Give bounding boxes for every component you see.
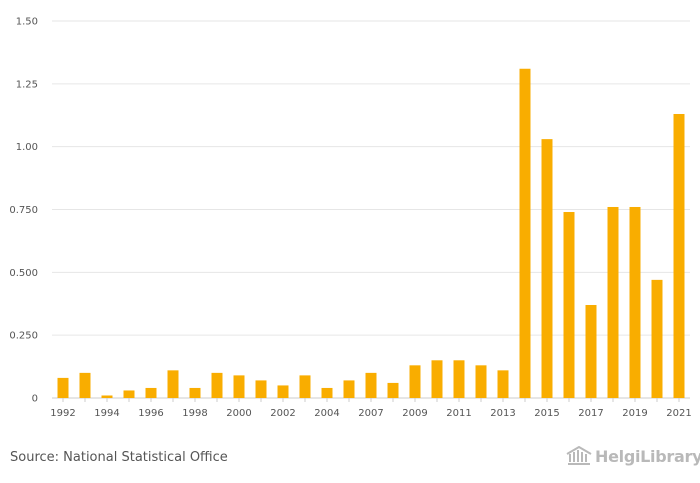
bar-2016[interactable] xyxy=(563,212,575,398)
bar-2013[interactable] xyxy=(497,370,509,398)
bar-2003[interactable] xyxy=(299,375,311,398)
bar-2021[interactable] xyxy=(673,113,685,398)
bar-2005[interactable] xyxy=(343,380,355,398)
y-tick-label: 0.750 xyxy=(9,205,38,216)
bar-2014[interactable] xyxy=(519,68,531,399)
bar-2007[interactable] xyxy=(365,372,377,398)
x-tick-label: 2019 xyxy=(622,408,647,419)
bar-1995[interactable] xyxy=(123,390,135,398)
x-tick-label: 2004 xyxy=(314,408,339,419)
bar-2000[interactable] xyxy=(233,375,245,398)
bar-2015[interactable] xyxy=(541,139,553,399)
y-tick-label: 1.00 xyxy=(16,142,38,153)
bar-1997[interactable] xyxy=(167,370,179,398)
bar-2012[interactable] xyxy=(475,365,487,398)
x-axis: 1992 1994 1996 1998 2000 2002 2004 2007 2009 2011… xyxy=(50,398,692,419)
bar-1996[interactable] xyxy=(145,387,157,398)
bar-1992[interactable] xyxy=(57,377,69,398)
source-note: Source: National Statistical Office xyxy=(10,450,228,465)
x-tick-label: 2002 xyxy=(270,408,295,419)
bar-2001[interactable] xyxy=(255,380,267,398)
bar-2011[interactable] xyxy=(453,360,465,398)
bar-1998[interactable] xyxy=(189,387,201,398)
x-tick-label: 2013 xyxy=(490,408,515,419)
gridlines xyxy=(52,20,690,399)
x-tick-label: 2017 xyxy=(578,408,603,419)
x-tick-label: 2015 xyxy=(534,408,559,419)
bar-2010[interactable] xyxy=(431,360,443,398)
x-tick-label: 1996 xyxy=(138,408,163,419)
bar-2019[interactable] xyxy=(629,206,641,398)
helgilibrary-logo[interactable]: HelgiLibrary. xyxy=(566,446,700,466)
x-tick-label: 1992 xyxy=(50,408,75,419)
bar-2008[interactable] xyxy=(387,382,399,398)
y-tick-label: 0.250 xyxy=(9,331,38,342)
bar-1993[interactable] xyxy=(79,372,91,398)
y-tick-label: 1.50 xyxy=(16,17,38,28)
bar-2004[interactable] xyxy=(321,387,333,398)
y-tick-label: 1.25 xyxy=(16,79,38,90)
x-tick-label: 1998 xyxy=(182,408,207,419)
bar-2020[interactable] xyxy=(651,279,663,398)
y-axis: 0 0.250 0.500 0.750 1.00 1.25 1.50 xyxy=(9,17,38,405)
bar-2009[interactable] xyxy=(409,365,421,398)
bar-2002[interactable] xyxy=(277,385,289,398)
logo-text: HelgiLibrary. xyxy=(595,446,700,466)
x-tick-label: 2009 xyxy=(402,408,427,419)
bars xyxy=(57,68,685,399)
bar-1994[interactable] xyxy=(101,395,113,398)
bar-1999[interactable] xyxy=(211,372,223,398)
x-tick-label: 2021 xyxy=(666,408,691,419)
x-tick-label: 2007 xyxy=(358,408,383,419)
bar-2017[interactable] xyxy=(585,305,597,398)
x-tick-label: 2000 xyxy=(226,408,251,419)
x-tick-label: 1994 xyxy=(94,408,119,419)
x-tick-label: 2011 xyxy=(446,408,471,419)
y-tick-label: 0.500 xyxy=(9,268,38,279)
bar-2018[interactable] xyxy=(607,206,619,398)
library-building-icon xyxy=(566,446,592,465)
y-tick-label: 0 xyxy=(32,394,38,405)
